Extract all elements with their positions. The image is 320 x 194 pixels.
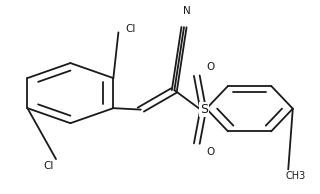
Text: Cl: Cl [44,161,54,171]
Text: O: O [206,62,214,72]
Text: CH3: CH3 [286,171,306,181]
Text: N: N [183,6,191,16]
Text: Cl: Cl [125,24,135,34]
Text: S: S [200,103,208,116]
Text: O: O [206,147,214,157]
